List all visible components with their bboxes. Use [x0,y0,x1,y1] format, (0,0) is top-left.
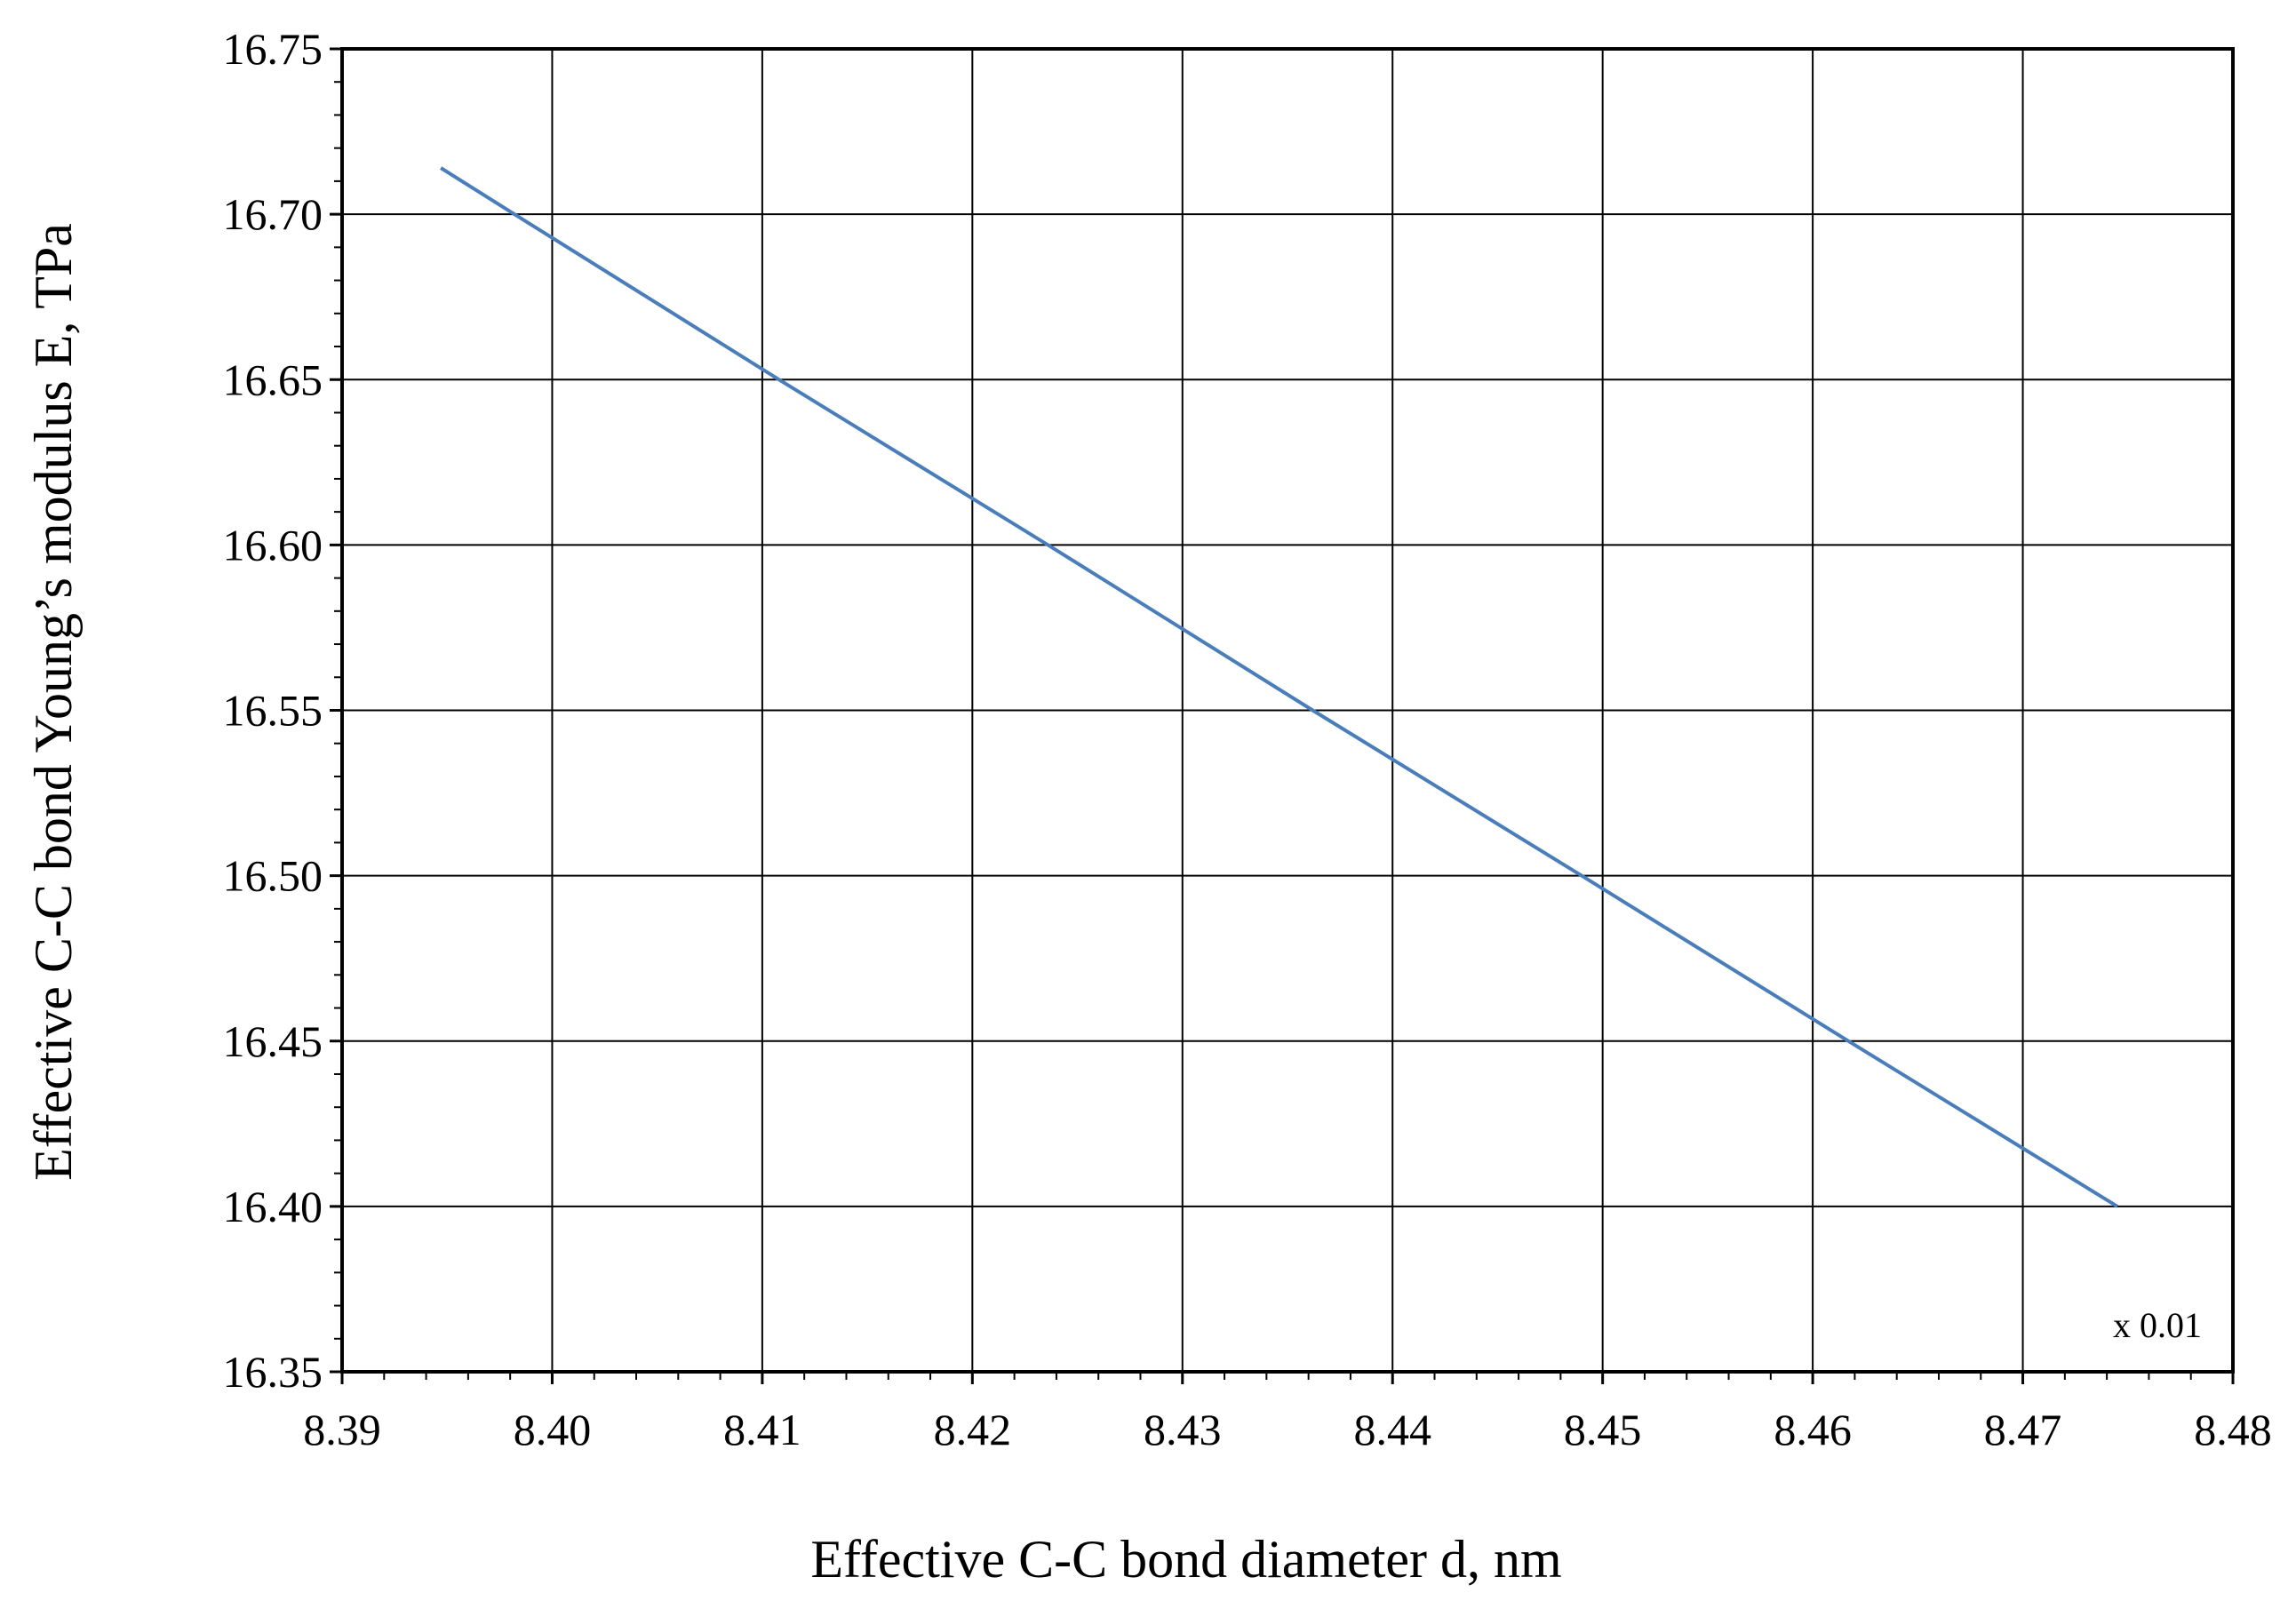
y-tick-label: 16.65 [223,354,323,404]
y-tick-label: 16.50 [223,851,323,901]
x-scale-annotation: x 0.01 [2113,1305,2202,1345]
x-tick-label: 8.46 [1774,1405,1852,1454]
y-tick-label: 16.55 [223,686,323,736]
y-tick-label: 16.45 [223,1016,323,1066]
y-tick-label: 16.60 [223,520,323,570]
grid [342,49,2233,1372]
series-group [440,166,2119,1208]
x-axis-title: Effective C-C bond diameter d, nm [810,1530,1561,1589]
x-axis-ticks: 8.39 8.40 8.41 8.42 8.43 8.44 8.45 8.46 8.47 8.48 [303,1372,2272,1454]
x-tick-label: 8.43 [1144,1405,1222,1454]
x-tick-label: 8.44 [1353,1405,1431,1454]
y-tick-label: 16.70 [223,189,323,239]
x-tick-label: 8.41 [723,1405,801,1454]
y-axis-ticks: 16.35 16.40 16.45 16.50 16.55 16.60 16.65 16.70… [223,24,342,1397]
series-line-0 [440,166,2119,1208]
x-tick-label: 8.47 [1984,1405,2062,1454]
x-tick-label: 8.39 [303,1405,381,1454]
x-tick-label: 8.42 [934,1405,1012,1454]
y-tick-label: 16.40 [223,1182,323,1231]
x-tick-label: 8.40 [514,1405,592,1454]
x-tick-label: 8.45 [1564,1405,1642,1454]
x-tick-label: 8.48 [2194,1405,2272,1454]
minor-ticks [334,81,2192,1380]
y-tick-label: 16.35 [223,1347,323,1397]
y-tick-label: 16.75 [223,24,323,74]
y-axis-title: Effective C-C bond Young’s modulus E, TP… [24,223,83,1181]
